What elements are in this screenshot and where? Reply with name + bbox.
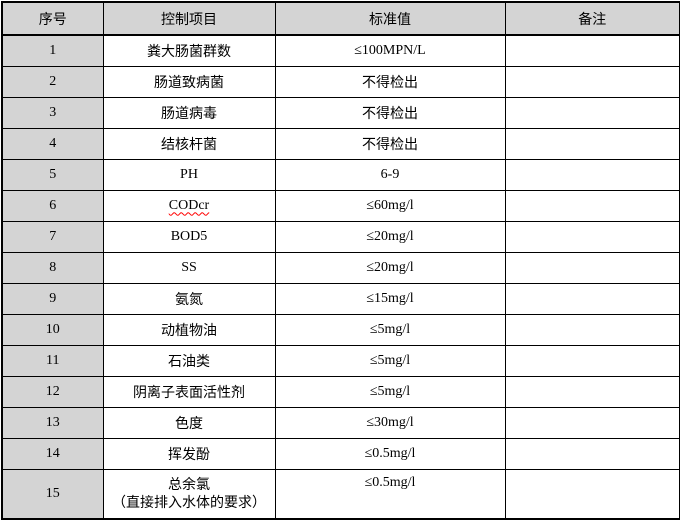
row-index-cell: 14 xyxy=(1,437,104,470)
standard-value-cell: ≤20mg/l xyxy=(274,220,506,253)
remark-cell xyxy=(504,220,680,253)
control-item-cell: SS xyxy=(102,251,276,284)
control-item-label: 肠道致病菌 xyxy=(154,75,224,91)
standard-value-cell: ≤15mg/l xyxy=(274,282,506,315)
row-index-cell: 13 xyxy=(1,406,104,439)
row-index-cell: 5 xyxy=(1,158,104,191)
row-index-cell: 12 xyxy=(1,375,104,408)
remark-cell xyxy=(504,437,680,470)
table-row: 15 总余氯 （直接排入水体的要求） ≤0.5mg/l xyxy=(1,468,680,520)
control-item-label: BOD5 xyxy=(170,228,208,244)
table-body: 1 粪大肠菌群数 ≤100MPN/L 2 肠道致病菌 不得检出 3 肠道病毒 不得检出 4 结核杆菌… xyxy=(1,34,680,520)
header-cell-no: 序号 xyxy=(1,1,104,36)
standard-value-cell: ≤5mg/l xyxy=(274,313,506,346)
control-item-cell: CODcr xyxy=(102,189,276,222)
table-row: 13 色度 ≤30mg/l xyxy=(1,406,680,439)
table-row: 3 肠道病毒 不得检出 xyxy=(1,96,680,129)
standard-value-cell: ≤30mg/l xyxy=(274,406,506,439)
standard-value-cell: ≤20mg/l xyxy=(274,251,506,284)
row-index-cell: 9 xyxy=(1,282,104,315)
row-index-cell: 7 xyxy=(1,220,104,253)
control-item-label: 石油类 xyxy=(168,354,210,370)
remark-cell xyxy=(504,406,680,439)
control-item-label: 氨氮 xyxy=(175,292,203,308)
control-item-label: PH xyxy=(180,166,198,182)
row-index-cell: 3 xyxy=(1,96,104,129)
control-item-label: 动植物油 xyxy=(161,323,217,339)
table-row: 11 石油类 ≤5mg/l xyxy=(1,344,680,377)
row-index-cell: 6 xyxy=(1,189,104,222)
remark-cell xyxy=(504,34,680,67)
control-item-label: 肠道病毒 xyxy=(161,106,217,122)
remark-cell xyxy=(504,375,680,408)
standard-value-cell: ≤0.5mg/l xyxy=(274,468,506,520)
row-index-cell: 1 xyxy=(1,34,104,67)
table-row: 4 结核杆菌 不得检出 xyxy=(1,127,680,160)
remark-cell xyxy=(504,96,680,129)
header-row: 序号 控制项目 标准值 备注 xyxy=(1,1,680,36)
table-row: 7 BOD5 ≤20mg/l xyxy=(1,220,680,253)
control-item-label: 总余氯 xyxy=(168,477,210,493)
table-row: 1 粪大肠菌群数 ≤100MPN/L xyxy=(1,34,680,67)
control-item-cell: 动植物油 xyxy=(102,313,276,346)
control-item-label: 结核杆菌 xyxy=(161,137,217,153)
standard-value-cell: 不得检出 xyxy=(274,127,506,160)
standard-value-cell: ≤5mg/l xyxy=(274,375,506,408)
control-item-label-line2: （直接排入水体的要求） xyxy=(112,495,266,511)
standard-value-cell: ≤60mg/l xyxy=(274,189,506,222)
remark-cell xyxy=(504,158,680,191)
standard-value-cell: 不得检出 xyxy=(274,96,506,129)
standard-value-cell: 6-9 xyxy=(274,158,506,191)
control-item-cell: 石油类 xyxy=(102,344,276,377)
remark-cell xyxy=(504,251,680,284)
row-index-cell: 11 xyxy=(1,344,104,377)
table-row: 14 挥发酚 ≤0.5mg/l xyxy=(1,437,680,470)
table-row: 10 动植物油 ≤5mg/l xyxy=(1,313,680,346)
remark-cell xyxy=(504,282,680,315)
control-item-cell: BOD5 xyxy=(102,220,276,253)
control-item-cell: 氨氮 xyxy=(102,282,276,315)
remark-cell xyxy=(504,468,680,520)
table-row: 5 PH 6-9 xyxy=(1,158,680,191)
remark-cell xyxy=(504,127,680,160)
control-item-cell: 肠道致病菌 xyxy=(102,65,276,98)
standard-value-cell: ≤100MPN/L xyxy=(274,34,506,67)
header-cell-remark: 备注 xyxy=(504,1,680,36)
remark-cell xyxy=(504,189,680,222)
remark-cell xyxy=(504,313,680,346)
row-index-cell: 2 xyxy=(1,65,104,98)
header-cell-item: 控制项目 xyxy=(102,1,276,36)
table-row: 8 SS ≤20mg/l xyxy=(1,251,680,284)
control-item-cell: 结核杆菌 xyxy=(102,127,276,160)
control-item-cell: 阴离子表面活性剂 xyxy=(102,375,276,408)
control-item-cell: PH xyxy=(102,158,276,191)
table-row: 6 CODcr ≤60mg/l xyxy=(1,189,680,222)
row-index-cell: 4 xyxy=(1,127,104,160)
standard-value-cell: 不得检出 xyxy=(274,65,506,98)
control-item-cell: 肠道病毒 xyxy=(102,96,276,129)
control-item-label: SS xyxy=(181,259,197,275)
row-index-cell: 10 xyxy=(1,313,104,346)
control-item-cell: 粪大肠菌群数 xyxy=(102,34,276,67)
table-row: 2 肠道致病菌 不得检出 xyxy=(1,65,680,98)
control-item-label: 阴离子表面活性剂 xyxy=(133,385,245,401)
standard-value-cell: ≤0.5mg/l xyxy=(274,437,506,470)
control-item-cell: 总余氯 （直接排入水体的要求） xyxy=(102,468,276,520)
control-item-label: CODcr xyxy=(168,197,210,213)
header-cell-value: 标准值 xyxy=(274,1,506,36)
control-item-cell: 色度 xyxy=(102,406,276,439)
table-row: 12 阴离子表面活性剂 ≤5mg/l xyxy=(1,375,680,408)
standard-value-cell: ≤5mg/l xyxy=(274,344,506,377)
row-index-cell: 8 xyxy=(1,251,104,284)
control-item-label: 粪大肠菌群数 xyxy=(147,44,231,60)
remark-cell xyxy=(504,65,680,98)
control-item-label: 挥发酚 xyxy=(168,447,210,463)
control-item-cell: 挥发酚 xyxy=(102,437,276,470)
remark-cell xyxy=(504,344,680,377)
control-item-label: 色度 xyxy=(175,416,203,432)
row-index-cell: 15 xyxy=(1,468,104,520)
table-row: 9 氨氮 ≤15mg/l xyxy=(1,282,680,315)
